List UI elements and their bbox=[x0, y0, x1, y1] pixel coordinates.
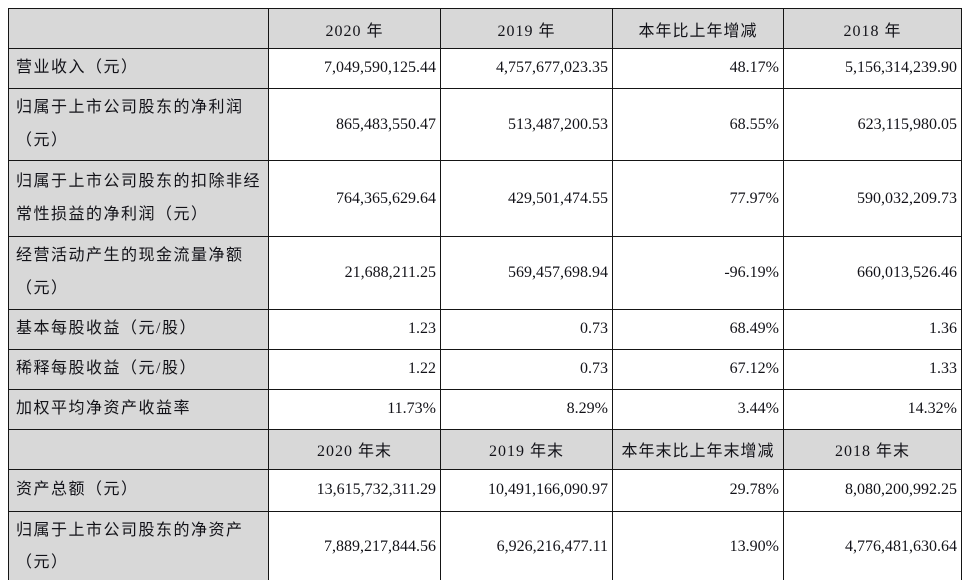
header-2020: 2020 年 bbox=[268, 8, 441, 49]
table-row-basic-eps: 基本每股收益（元/股） 1.23 0.73 68.49% 1.36 bbox=[8, 308, 962, 350]
header-blank-cell bbox=[8, 428, 269, 470]
header-2019-end: 2019 年末 bbox=[440, 428, 613, 470]
row-label: 归属于上市公司股东的扣除非经常性损益的净利润（元） bbox=[8, 160, 269, 238]
header-2018-end: 2018 年末 bbox=[783, 428, 962, 470]
table-row-diluted-eps: 稀释每股收益（元/股） 1.22 0.73 67.12% 1.33 bbox=[8, 348, 962, 390]
cell-value: 623,115,980.05 bbox=[783, 87, 962, 162]
cell-value: 11.73% bbox=[268, 388, 441, 430]
row-label: 归属于上市公司股东的净资产（元） bbox=[8, 510, 269, 580]
row-label: 归属于上市公司股东的净利润（元） bbox=[8, 87, 269, 162]
row-label: 营业收入（元） bbox=[8, 48, 269, 89]
header-2018: 2018 年 bbox=[783, 8, 962, 49]
cell-value: 14.32% bbox=[783, 388, 962, 430]
row-label: 基本每股收益（元/股） bbox=[8, 308, 269, 350]
table-row-net-profit: 归属于上市公司股东的净利润（元） 865,483,550.47 513,487,… bbox=[8, 87, 962, 162]
cell-value: 3.44% bbox=[612, 388, 784, 430]
cell-value: 77.97% bbox=[612, 160, 784, 238]
table-row-total-assets: 资产总额（元） 13,615,732,311.29 10,491,166,090… bbox=[8, 468, 962, 512]
header-2019: 2019 年 bbox=[440, 8, 613, 49]
cell-value: 7,049,590,125.44 bbox=[268, 48, 441, 89]
cell-value: 1.22 bbox=[268, 348, 441, 390]
cell-value: 0.73 bbox=[440, 308, 613, 350]
header-blank-cell bbox=[8, 8, 269, 49]
cell-value: 8,080,200,992.25 bbox=[783, 468, 962, 512]
cell-value: 29.78% bbox=[612, 468, 784, 512]
cell-value: 68.49% bbox=[612, 308, 784, 350]
cell-value: 13,615,732,311.29 bbox=[268, 468, 441, 512]
cell-value: -96.19% bbox=[612, 236, 784, 310]
cell-value: 513,487,200.53 bbox=[440, 87, 613, 162]
cell-value: 48.17% bbox=[612, 48, 784, 89]
cell-value: 1.36 bbox=[783, 308, 962, 350]
cell-value: 429,501,474.55 bbox=[440, 160, 613, 238]
cell-value: 5,156,314,239.90 bbox=[783, 48, 962, 89]
table-row-revenue: 营业收入（元） 7,049,590,125.44 4,757,677,023.3… bbox=[8, 48, 962, 89]
cell-value: 13.90% bbox=[612, 510, 784, 580]
cell-value: 4,757,677,023.35 bbox=[440, 48, 613, 89]
cell-value: 660,013,526.46 bbox=[783, 236, 962, 310]
cell-value: 764,365,629.64 bbox=[268, 160, 441, 238]
cell-value: 569,457,698.94 bbox=[440, 236, 613, 310]
cell-value: 67.12% bbox=[612, 348, 784, 390]
header-year-end-change: 本年末比上年末增减 bbox=[612, 428, 784, 470]
cell-value: 21,688,211.25 bbox=[268, 236, 441, 310]
cell-value: 590,032,209.73 bbox=[783, 160, 962, 238]
cell-value: 8.29% bbox=[440, 388, 613, 430]
table-row-operating-cash-flow: 经营活动产生的现金流量净额（元） 21,688,211.25 569,457,6… bbox=[8, 236, 962, 310]
row-label: 资产总额（元） bbox=[8, 468, 269, 512]
table-row-net-assets: 归属于上市公司股东的净资产（元） 7,889,217,844.56 6,926,… bbox=[8, 510, 962, 580]
cell-value: 865,483,550.47 bbox=[268, 87, 441, 162]
cell-value: 10,491,166,090.97 bbox=[440, 468, 613, 512]
cell-value: 7,889,217,844.56 bbox=[268, 510, 441, 580]
header-row-annual: 2020 年 2019 年 本年比上年增减 2018 年 bbox=[8, 8, 962, 49]
header-row-year-end: 2020 年末 2019 年末 本年末比上年末增减 2018 年末 bbox=[8, 428, 962, 470]
table-row-weighted-avg-roe: 加权平均净资产收益率 11.73% 8.29% 3.44% 14.32% bbox=[8, 388, 962, 430]
cell-value: 1.33 bbox=[783, 348, 962, 390]
header-2020-end: 2020 年末 bbox=[268, 428, 441, 470]
cell-value: 1.23 bbox=[268, 308, 441, 350]
header-yoy-change: 本年比上年增减 bbox=[612, 8, 784, 49]
cell-value: 68.55% bbox=[612, 87, 784, 162]
cell-value: 0.73 bbox=[440, 348, 613, 390]
table-row-net-profit-excl-nonrecurring: 归属于上市公司股东的扣除非经常性损益的净利润（元） 764,365,629.64… bbox=[8, 160, 962, 238]
row-label: 稀释每股收益（元/股） bbox=[8, 348, 269, 390]
cell-value: 4,776,481,630.64 bbox=[783, 510, 962, 580]
row-label: 加权平均净资产收益率 bbox=[8, 388, 269, 430]
financial-summary-table: 2020 年 2019 年 本年比上年增减 2018 年 营业收入（元） 7,0… bbox=[8, 8, 962, 580]
cell-value: 6,926,216,477.11 bbox=[440, 510, 613, 580]
row-label: 经营活动产生的现金流量净额（元） bbox=[8, 236, 269, 310]
